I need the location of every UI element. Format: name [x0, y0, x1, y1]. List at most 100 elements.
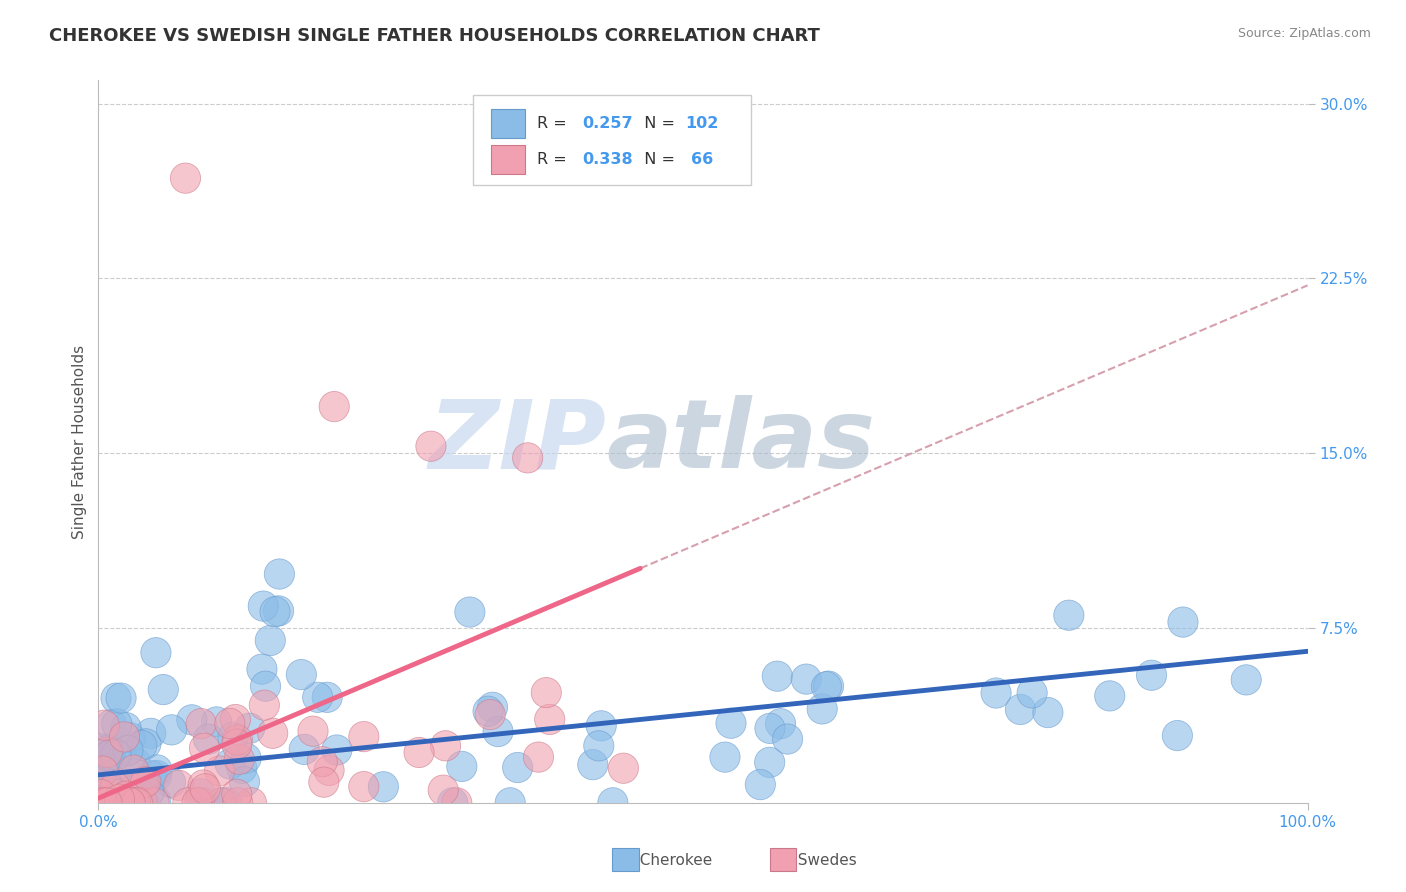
Ellipse shape	[87, 733, 117, 764]
Ellipse shape	[141, 638, 172, 668]
Ellipse shape	[475, 699, 505, 730]
Ellipse shape	[236, 788, 267, 818]
Ellipse shape	[115, 723, 145, 753]
Bar	[613, 848, 638, 871]
Ellipse shape	[478, 692, 508, 723]
Ellipse shape	[578, 749, 607, 780]
Ellipse shape	[349, 772, 378, 802]
Ellipse shape	[100, 780, 131, 809]
Text: 102: 102	[685, 116, 718, 131]
Ellipse shape	[437, 788, 468, 818]
Ellipse shape	[94, 788, 125, 818]
Bar	[492, 109, 526, 138]
Ellipse shape	[91, 754, 122, 784]
Ellipse shape	[115, 788, 145, 818]
Ellipse shape	[86, 788, 117, 818]
Ellipse shape	[222, 788, 253, 818]
Ellipse shape	[142, 755, 172, 785]
Ellipse shape	[314, 756, 344, 786]
Ellipse shape	[221, 705, 250, 735]
Ellipse shape	[104, 784, 135, 814]
Ellipse shape	[207, 788, 236, 818]
Ellipse shape	[1053, 600, 1084, 631]
Ellipse shape	[139, 788, 169, 818]
Ellipse shape	[170, 163, 201, 194]
Ellipse shape	[1005, 694, 1035, 724]
Ellipse shape	[163, 770, 194, 800]
Ellipse shape	[84, 760, 115, 790]
Y-axis label: Single Father Households: Single Father Households	[72, 344, 87, 539]
Ellipse shape	[128, 767, 159, 797]
Ellipse shape	[254, 625, 285, 656]
Text: ZIP: ZIP	[429, 395, 606, 488]
Ellipse shape	[229, 766, 260, 797]
Ellipse shape	[792, 664, 821, 694]
Ellipse shape	[482, 716, 513, 747]
Ellipse shape	[111, 781, 141, 812]
Ellipse shape	[309, 767, 339, 797]
Text: Swedes: Swedes	[787, 853, 856, 868]
Ellipse shape	[96, 709, 127, 739]
Ellipse shape	[710, 742, 740, 772]
Ellipse shape	[120, 788, 150, 818]
Ellipse shape	[260, 597, 290, 627]
Ellipse shape	[94, 739, 125, 769]
Ellipse shape	[112, 735, 143, 765]
Ellipse shape	[416, 431, 446, 461]
Ellipse shape	[1017, 678, 1047, 708]
Ellipse shape	[148, 674, 179, 705]
Ellipse shape	[94, 775, 125, 805]
Bar	[492, 145, 526, 174]
Ellipse shape	[298, 716, 328, 747]
Ellipse shape	[1168, 607, 1198, 637]
Ellipse shape	[513, 442, 543, 473]
Ellipse shape	[981, 678, 1011, 708]
Ellipse shape	[307, 747, 337, 777]
Ellipse shape	[87, 756, 118, 786]
Ellipse shape	[114, 776, 145, 806]
Ellipse shape	[122, 788, 153, 818]
Bar	[769, 848, 796, 871]
Ellipse shape	[287, 659, 316, 690]
Ellipse shape	[349, 722, 380, 752]
Ellipse shape	[222, 725, 253, 756]
Ellipse shape	[235, 713, 264, 743]
Ellipse shape	[247, 654, 277, 684]
Ellipse shape	[91, 788, 122, 818]
Ellipse shape	[811, 672, 842, 702]
Text: R =: R =	[537, 153, 572, 168]
Ellipse shape	[89, 710, 120, 740]
Ellipse shape	[598, 788, 628, 818]
Ellipse shape	[114, 788, 143, 818]
Ellipse shape	[368, 772, 398, 802]
Ellipse shape	[716, 708, 747, 739]
Ellipse shape	[87, 788, 118, 818]
Ellipse shape	[226, 754, 257, 783]
Ellipse shape	[222, 780, 252, 810]
Ellipse shape	[105, 788, 136, 818]
Ellipse shape	[136, 761, 167, 791]
Text: atlas: atlas	[606, 395, 876, 488]
Ellipse shape	[290, 734, 319, 764]
Ellipse shape	[177, 705, 207, 735]
Ellipse shape	[141, 785, 172, 815]
Ellipse shape	[110, 788, 139, 818]
Text: N =: N =	[634, 116, 681, 131]
Ellipse shape	[121, 747, 150, 778]
Ellipse shape	[184, 788, 215, 818]
Ellipse shape	[108, 786, 139, 816]
Ellipse shape	[531, 677, 561, 707]
Ellipse shape	[84, 788, 114, 818]
Ellipse shape	[87, 746, 118, 776]
Ellipse shape	[135, 718, 166, 748]
Ellipse shape	[224, 744, 254, 774]
Ellipse shape	[190, 773, 221, 804]
Ellipse shape	[250, 671, 281, 701]
Ellipse shape	[96, 739, 125, 770]
Text: 0.257: 0.257	[582, 116, 633, 131]
Ellipse shape	[156, 714, 187, 745]
Ellipse shape	[181, 788, 212, 818]
Ellipse shape	[142, 760, 172, 790]
Text: Cherokee: Cherokee	[630, 853, 713, 868]
Ellipse shape	[186, 779, 215, 809]
